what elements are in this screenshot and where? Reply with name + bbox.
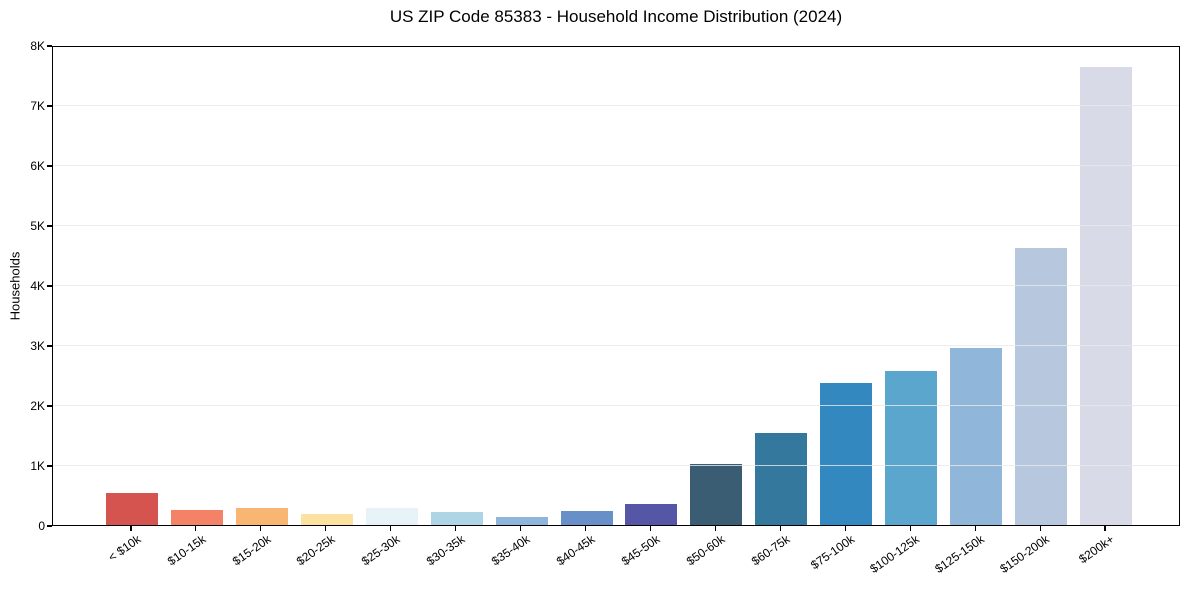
bar-< $10k <box>106 492 158 525</box>
bar-$75-100k <box>820 383 873 525</box>
y-tick-label: 6K <box>30 159 45 173</box>
gridline <box>53 224 1179 226</box>
y-tick-mark <box>47 345 52 347</box>
x-tick-label: $50-60k <box>683 532 728 569</box>
gridline <box>53 104 1179 106</box>
bar-$25-30k <box>365 508 418 525</box>
y-tick-mark <box>47 525 52 527</box>
bar-$40-45k <box>560 510 613 525</box>
gridline <box>53 404 1179 406</box>
gridline <box>53 164 1179 166</box>
x-tick-label: $30-35k <box>424 532 468 569</box>
x-tick-mark <box>584 526 587 531</box>
x-tick-label: $100-125k <box>867 532 923 577</box>
bar-$45-50k <box>625 503 678 525</box>
x-tick-label: $45-50k <box>618 532 663 569</box>
y-tick-label: 1K <box>30 459 45 473</box>
y-tick-label: 7K <box>30 99 45 113</box>
x-tick-mark <box>714 526 716 531</box>
bar-$20-25k <box>300 513 353 525</box>
x-tick-label: $125-150k <box>932 532 988 577</box>
x-tick-label: $150-200k <box>997 532 1053 577</box>
bar-$30-35k <box>430 512 483 525</box>
x-tick-mark <box>1039 526 1041 531</box>
x-tick-mark <box>909 526 911 531</box>
x-tick-mark <box>779 526 781 531</box>
x-tick-label: $40-45k <box>553 532 598 569</box>
x-tick-mark <box>455 526 457 531</box>
y-tick-mark <box>47 225 52 227</box>
y-tick-mark <box>47 285 52 287</box>
x-tick-mark <box>325 526 327 531</box>
x-tick-label: $75-100k <box>808 532 858 573</box>
x-tick-label: < $10k <box>105 532 144 565</box>
y-tick-label: 4K <box>30 279 45 293</box>
x-tick-mark <box>1104 526 1106 531</box>
bar-$15-20k <box>235 507 288 525</box>
gridline <box>53 344 1179 346</box>
x-tick-mark <box>649 526 652 531</box>
y-tick-mark <box>47 105 52 107</box>
gridline <box>53 284 1179 286</box>
chart-title: US ZIP Code 85383 - Household Income Dis… <box>389 7 843 26</box>
bar-$35-40k <box>495 516 548 525</box>
bar-$50-60k <box>690 463 743 525</box>
y-tick-mark <box>47 45 52 47</box>
plot-area <box>52 46 1180 526</box>
y-tick-label: 5K <box>30 219 45 233</box>
x-tick-mark <box>195 526 197 531</box>
gridline <box>53 464 1179 466</box>
x-tick-mark <box>844 526 846 531</box>
x-tick-mark <box>260 526 262 531</box>
y-tick-label: 3K <box>30 339 45 353</box>
x-tick-label: $25-30k <box>359 532 403 569</box>
x-tick-label: $15-20k <box>229 532 273 569</box>
bar-$60-75k <box>755 432 808 525</box>
y-tick-label: 0 <box>38 519 45 533</box>
x-tick-label: $200k+ <box>1076 532 1118 567</box>
bar-$200k+ <box>1079 67 1132 525</box>
y-tick-label: 2K <box>30 399 45 413</box>
x-tick-mark <box>974 526 976 531</box>
bar-$10-15k <box>170 509 223 525</box>
x-tick-mark <box>390 526 392 531</box>
x-tick-mark <box>130 526 132 531</box>
x-tick-mark <box>520 526 522 531</box>
x-tick-label: $20-25k <box>294 532 338 569</box>
x-tick-label: $35-40k <box>489 532 533 569</box>
bar-$150-200k <box>1015 247 1068 525</box>
bar-$100-125k <box>885 370 938 525</box>
y-tick-mark <box>47 465 52 467</box>
x-tick-label: $10-15k <box>164 532 208 569</box>
y-tick-mark <box>47 405 52 407</box>
x-tick-label: $60-75k <box>748 532 793 569</box>
y-tick-mark <box>47 165 52 167</box>
y-tick-label: 8K <box>30 39 45 53</box>
bar-$125-150k <box>950 348 1003 525</box>
